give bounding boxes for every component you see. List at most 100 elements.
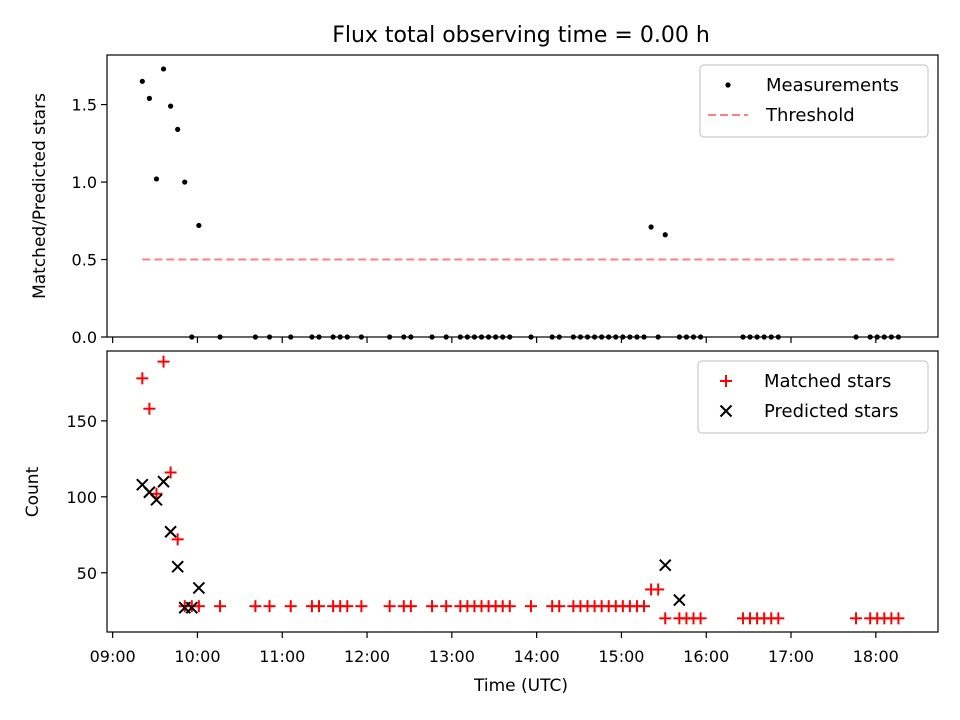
- measurement-point: [252, 334, 258, 340]
- matched-star-marker: [214, 600, 227, 613]
- measurement-point: [584, 334, 591, 340]
- measurement-point: [775, 334, 781, 340]
- marker-stroke: [185, 601, 199, 614]
- matched-star-marker: [694, 612, 707, 625]
- measurement-point: [690, 334, 697, 340]
- measurement-point: [768, 334, 774, 340]
- measurement-point: [853, 334, 859, 340]
- marker-stroke: [157, 475, 170, 488]
- matched-star-marker: [659, 612, 672, 625]
- matched-star-marker: [404, 600, 417, 613]
- measurement-point: [167, 103, 174, 109]
- matched-star-marker: [136, 372, 149, 385]
- bottom-axes-frame: [106, 350, 939, 633]
- marker-stroke: [136, 478, 149, 491]
- top-axes-frame: [106, 54, 939, 338]
- x-tick-label: 15:00: [598, 647, 644, 666]
- measurement-point: [344, 334, 350, 340]
- measurement-point: [507, 334, 513, 340]
- bottom-axes: 50 100 150 09:00 10:00 11:00 12:00 13:00 14:00 15…: [23, 350, 939, 696]
- measurement-point: [309, 334, 315, 340]
- marker-stroke: [673, 593, 686, 607]
- measurement-point: [591, 334, 598, 340]
- y-tick-label: 0.5: [72, 251, 97, 270]
- measurement-point: [153, 176, 160, 182]
- matched-star-marker: [638, 600, 651, 613]
- matched-star-marker: [143, 402, 156, 415]
- measurement-point: [867, 334, 873, 340]
- measurement-point: [648, 224, 654, 230]
- matched-star-marker: [524, 600, 537, 613]
- measurement-point: [634, 334, 640, 340]
- top-y-axis-label: Matched/Predicted stars: [30, 93, 50, 299]
- matched-star-marker: [503, 600, 516, 613]
- measurement-point: [570, 334, 576, 340]
- measurement-point: [754, 334, 760, 340]
- measurement-point: [874, 334, 880, 340]
- measurement-point: [443, 334, 449, 340]
- predicted-star-marker: [171, 560, 184, 573]
- bottom-plot-area: 50 100 150 09:00 10:00 11:00 12:00 13:00 14:00 15…: [66, 355, 905, 666]
- measurement-point: [577, 334, 584, 340]
- legend-predicted-marker: [719, 404, 733, 418]
- matched-star-marker: [157, 355, 170, 368]
- legend-box: [699, 64, 929, 138]
- matched-star-marker: [263, 600, 276, 613]
- y-tick-label: 50: [77, 564, 97, 583]
- marker-stroke: [171, 560, 184, 573]
- measurement-point: [683, 334, 690, 340]
- measurement-point: [655, 334, 661, 340]
- measurement-point: [493, 334, 499, 340]
- measurement-point: [429, 334, 435, 340]
- x-tick-label: 12:00: [344, 647, 390, 666]
- top-axes: 0.0 0.5 1.0 1.5 Matched/Predicted stars Mea…: [30, 54, 939, 347]
- matched-star-marker: [150, 487, 163, 500]
- measurement-point: [528, 334, 534, 340]
- measurement-point: [697, 334, 704, 340]
- marker-stroke: [192, 581, 206, 595]
- measurement-point: [358, 334, 364, 340]
- measurement-point: [387, 334, 393, 340]
- measurement-point: [895, 334, 902, 340]
- legend-label: Predicted stars: [764, 401, 898, 422]
- x-tick-label: 18:00: [853, 647, 899, 666]
- measurement-point: [337, 334, 343, 340]
- measurement-point: [139, 78, 145, 84]
- measurement-point: [641, 334, 647, 340]
- matched-star-marker: [249, 600, 262, 613]
- legend-label: Measurements: [766, 75, 899, 96]
- measurement-point: [740, 334, 746, 340]
- measurement-point: [196, 222, 202, 229]
- measurement-point: [316, 334, 322, 340]
- matched-star-marker: [383, 600, 396, 613]
- predicted-star-marker: [192, 581, 206, 595]
- marker-stroke: [659, 558, 672, 572]
- matched-star-marker: [284, 600, 297, 613]
- legend-label: Matched stars: [764, 371, 891, 392]
- predicted-star-marker: [164, 525, 177, 538]
- y-tick-label: 100: [66, 488, 97, 507]
- marker-stroke: [143, 486, 156, 499]
- predicted-star-marker: [157, 475, 170, 488]
- x-tick-label: 11:00: [259, 647, 305, 666]
- matched-star-marker: [553, 600, 566, 613]
- matched-star-marker: [772, 612, 785, 625]
- legend-box: [697, 360, 929, 434]
- predicted-star-marker: [185, 601, 199, 614]
- matched-star-marker: [652, 583, 665, 596]
- marker-stroke: [150, 493, 163, 507]
- legend-label: Threshold: [765, 105, 855, 126]
- measurement-point: [457, 334, 463, 340]
- measurement-point: [471, 334, 478, 340]
- x-tick-label: 09:00: [90, 647, 136, 666]
- measurement-point: [627, 334, 633, 340]
- measurement-point: [266, 334, 273, 340]
- measurement-point: [478, 334, 485, 340]
- measurement-point: [146, 95, 152, 101]
- measurement-point: [556, 334, 562, 340]
- measurement-point: [288, 334, 294, 340]
- measurement-point: [549, 334, 555, 340]
- x-tick-label: 17:00: [768, 647, 814, 666]
- top-legend: Measurements Threshold: [699, 64, 929, 138]
